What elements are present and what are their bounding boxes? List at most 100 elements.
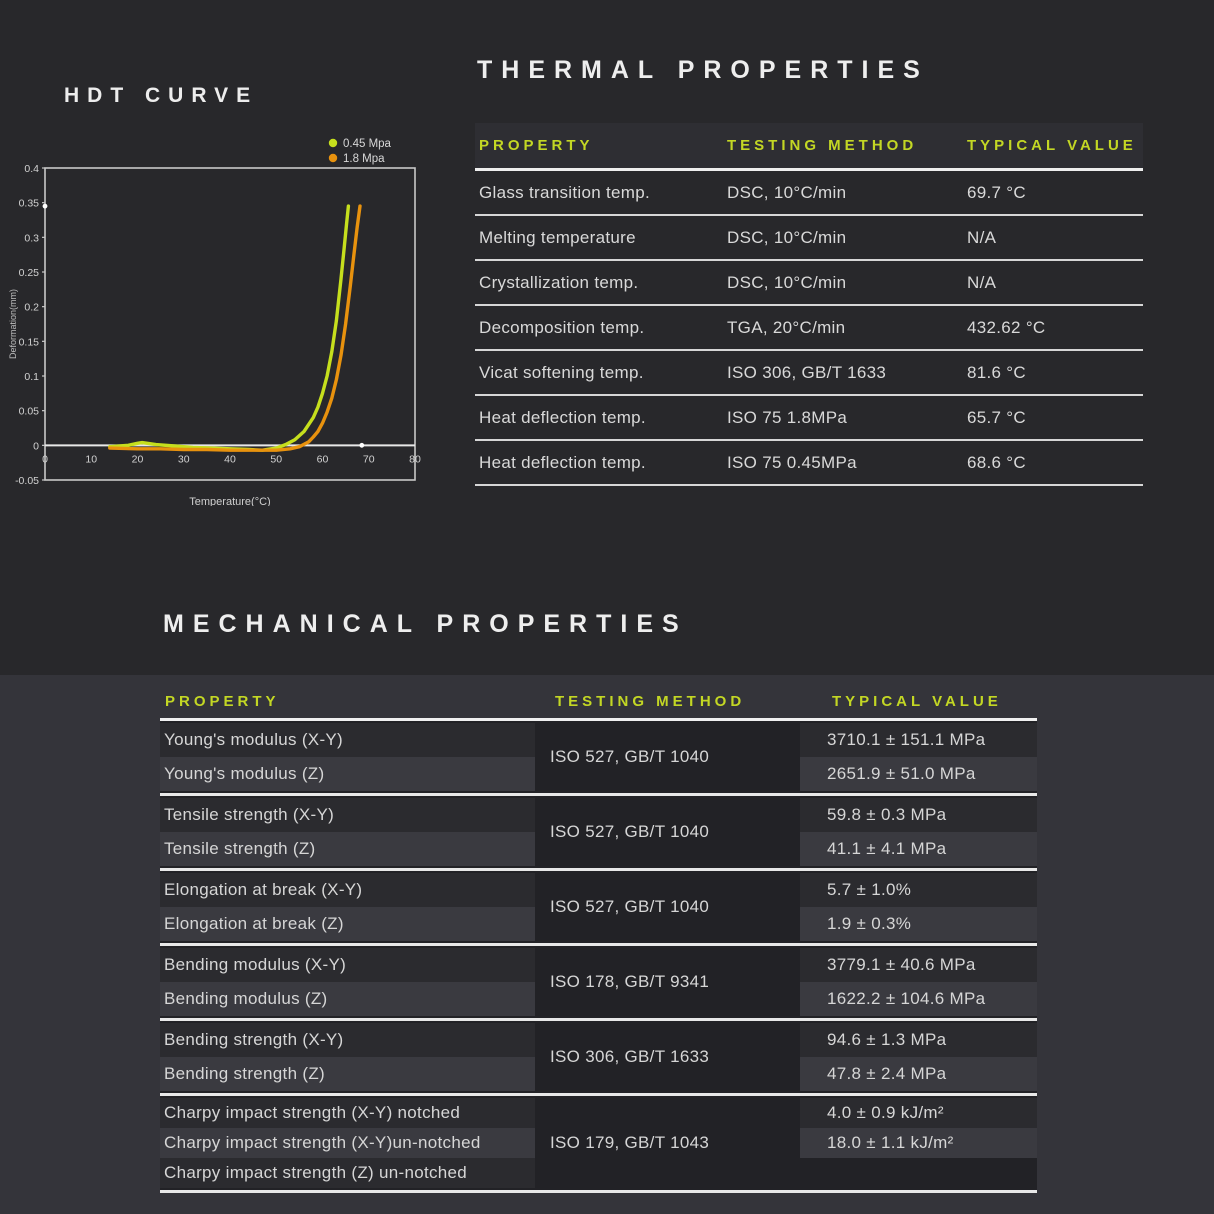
- mechanical-row-property: Elongation at break (Z): [160, 907, 535, 941]
- mechanical-group-method: ISO 306, GB/T 1633: [550, 1047, 710, 1066]
- mechanical-row-value: 3710.1 ± 151.1 MPa: [800, 723, 1037, 757]
- thermal-row-value: 69.7 °C: [967, 182, 1026, 202]
- mechanical-header-col-2: TYPICAL VALUE: [832, 693, 1002, 710]
- y-tick-label: 0: [33, 440, 39, 452]
- x-tick-label: 30: [178, 453, 190, 465]
- mechanical-row-property: Bending modulus (X-Y): [160, 948, 535, 982]
- x-tick-label: 70: [363, 453, 375, 465]
- thermal-row-value: 65.7 °C: [967, 407, 1026, 427]
- x-tick-label: 60: [317, 453, 329, 465]
- mechanical-row-value: 4.0 ± 0.9 kJ/m²: [800, 1098, 1037, 1128]
- mechanical-row-value: 41.1 ± 4.1 MPa: [800, 832, 1037, 866]
- thermal-row-property: Vicat softening temp.: [479, 362, 644, 382]
- mechanical-properties-title: MECHANICAL PROPERTIES: [163, 610, 688, 638]
- thermal-row-method: ISO 306, GB/T 1633: [727, 362, 887, 382]
- mechanical-group-3: Bending modulus (X-Y) 3779.1 ± 40.6 MPa Be…: [160, 946, 1037, 1021]
- mechanical-row-value: 1.9 ± 0.3%: [800, 907, 1037, 941]
- x-tick-label: 20: [132, 453, 144, 465]
- mechanical-row-property: Young's modulus (Z): [160, 757, 535, 791]
- mechanical-row-property: Charpy impact strength (X-Y) notched: [160, 1098, 535, 1128]
- thermal-row-value: 68.6 °C: [967, 452, 1026, 472]
- x-tick-label: 10: [85, 453, 97, 465]
- thermal-row-method: ISO 75 0.45MPa: [727, 452, 857, 472]
- x-tick-label: 80: [409, 453, 421, 465]
- mechanical-group-5: Charpy impact strength (X-Y) notched 4.0 …: [160, 1096, 1037, 1193]
- mechanical-group-1: Tensile strength (X-Y) 59.8 ± 0.3 MPa Tens…: [160, 796, 1037, 871]
- thermal-header-col-1: TESTING METHOD: [727, 137, 918, 154]
- thermal-row-4: Vicat softening temp. ISO 306, GB/T 1633 8…: [475, 351, 1143, 396]
- thermal-row-method: DSC, 10°C/min: [727, 227, 847, 247]
- thermal-header-col-2: TYPICAL VALUE: [967, 137, 1137, 154]
- thermal-row-property: Heat deflection temp.: [479, 452, 646, 472]
- mechanical-row-value: 47.8 ± 2.4 MPa: [800, 1057, 1037, 1091]
- chart-frame: [44, 167, 416, 481]
- thermal-row-property: Decomposition temp.: [479, 317, 645, 337]
- mechanical-row-value: 3779.1 ± 40.6 MPa: [800, 948, 1037, 982]
- thermal-row-property: Crystallization temp.: [479, 272, 639, 292]
- mechanical-row-property: Bending strength (Z): [160, 1057, 535, 1091]
- mechanical-row-value: 94.6 ± 1.3 MPa: [800, 1023, 1037, 1057]
- thermal-row-6: Heat deflection temp. ISO 75 0.45MPa 68.6 …: [475, 441, 1143, 486]
- mechanical-group-method: ISO 527, GB/T 1040: [550, 822, 710, 841]
- thermal-row-value: 432.62 °C: [967, 317, 1046, 337]
- thermal-row-property: Heat deflection temp.: [479, 407, 646, 427]
- thermal-properties-title: THERMAL PROPERTIES: [477, 56, 929, 84]
- mechanical-row-property: Bending strength (X-Y): [160, 1023, 535, 1057]
- thermal-row-property: Melting temperature: [479, 227, 636, 247]
- mechanical-group-method: ISO 527, GB/T 1040: [550, 897, 710, 916]
- series-line-0: [108, 204, 351, 452]
- mechanical-row-value: 59.8 ± 0.3 MPa: [800, 798, 1037, 832]
- y-tick-label: 0.05: [19, 406, 40, 418]
- thermal-row-property: Glass transition temp.: [479, 182, 650, 202]
- mechanical-group-method: ISO 178, GB/T 9341: [550, 972, 710, 991]
- mechanical-group-0: Young's modulus (X-Y) 3710.1 ± 151.1 MPa Y…: [160, 721, 1037, 796]
- y-tick-label: 0.1: [24, 371, 39, 383]
- legend-dot-1: [328, 153, 338, 163]
- x-tick-label: 40: [224, 453, 236, 465]
- thermal-row-value: N/A: [967, 227, 997, 247]
- thermal-row-value: 81.6 °C: [967, 362, 1026, 382]
- legend-label-0: 0.45 Mpa: [343, 138, 392, 150]
- mechanical-row-property: Bending modulus (Z): [160, 982, 535, 1016]
- mechanical-header-col-0: PROPERTY: [165, 693, 280, 710]
- mechanical-header-col-1: TESTING METHOD: [555, 693, 746, 710]
- mechanical-row-property: Tensile strength (X-Y): [160, 798, 535, 832]
- hdt-curve-chart: 0.40.350.30.250.20.150.10.050-0.050 10 20 3…: [8, 138, 421, 506]
- mechanical-row-property: Charpy impact strength (X-Y)un-notched: [160, 1128, 535, 1158]
- thermal-row-5: Heat deflection temp. ISO 75 1.8MPa 65.7 °…: [475, 396, 1143, 441]
- thermal-row-0: Glass transition temp. DSC, 10°C/min 69.7 …: [475, 171, 1143, 216]
- y-tick-label: 0.35: [19, 198, 40, 210]
- mechanical-group-4: Bending strength (X-Y) 94.6 ± 1.3 MPa Bend…: [160, 1021, 1037, 1096]
- thermal-row-method: TGA, 20°C/min: [727, 317, 846, 337]
- mechanical-row-property: Charpy impact strength (Z) un-notched: [160, 1158, 535, 1188]
- chart-marker: [359, 442, 365, 448]
- thermal-table-header: PROPERTY TESTING METHOD TYPICAL VALUE: [475, 123, 1143, 171]
- thermal-row-1: Melting temperature DSC, 10°C/min N/A: [475, 216, 1143, 261]
- hdt-curve-title: HDT CURVE: [64, 84, 259, 107]
- x-tick-label: 50: [270, 453, 282, 465]
- mechanical-group-method: ISO 179, GB/T 1043: [550, 1133, 710, 1152]
- legend-label-1: 1.8 Mpa: [343, 153, 385, 165]
- thermal-row-method: ISO 75 1.8MPa: [727, 407, 848, 427]
- mechanical-row-value: [800, 1158, 1037, 1188]
- mechanical-row-property: Tensile strength (Z): [160, 832, 535, 866]
- mechanical-row-property: Elongation at break (X-Y): [160, 873, 535, 907]
- thermal-header-col-0: PROPERTY: [479, 137, 594, 154]
- thermal-properties-table: PROPERTY TESTING METHOD TYPICAL VALUE Glass…: [475, 123, 1143, 486]
- mechanical-row-value: 5.7 ± 1.0%: [800, 873, 1037, 907]
- mechanical-group-2: Elongation at break (X-Y) 5.7 ± 1.0% Elong…: [160, 871, 1037, 946]
- mechanical-row-value: 1622.2 ± 104.6 MPa: [800, 982, 1037, 1016]
- y-tick-label: 0.3: [24, 232, 39, 244]
- thermal-row-3: Decomposition temp. TGA, 20°C/min 432.62 °…: [475, 306, 1143, 351]
- mechanical-table-header: PROPERTY TESTING METHOD TYPICAL VALUE: [160, 685, 1037, 721]
- mechanical-row-value: 18.0 ± 1.1 kJ/m²: [800, 1128, 1037, 1158]
- mechanical-properties-table: PROPERTY TESTING METHOD TYPICAL VALUE Young…: [160, 685, 1037, 1193]
- mechanical-group-method: ISO 527, GB/T 1040: [550, 747, 710, 766]
- thermal-row-method: DSC, 10°C/min: [727, 272, 847, 292]
- y-axis-label: Deformation(mm): [8, 289, 18, 359]
- series-line-1: [108, 204, 362, 452]
- chart-marker: [42, 203, 48, 209]
- y-tick-label: -0.05: [15, 475, 39, 487]
- mechanical-row-value: 2651.9 ± 51.0 MPa: [800, 757, 1037, 791]
- y-tick-label: 0.25: [19, 267, 40, 279]
